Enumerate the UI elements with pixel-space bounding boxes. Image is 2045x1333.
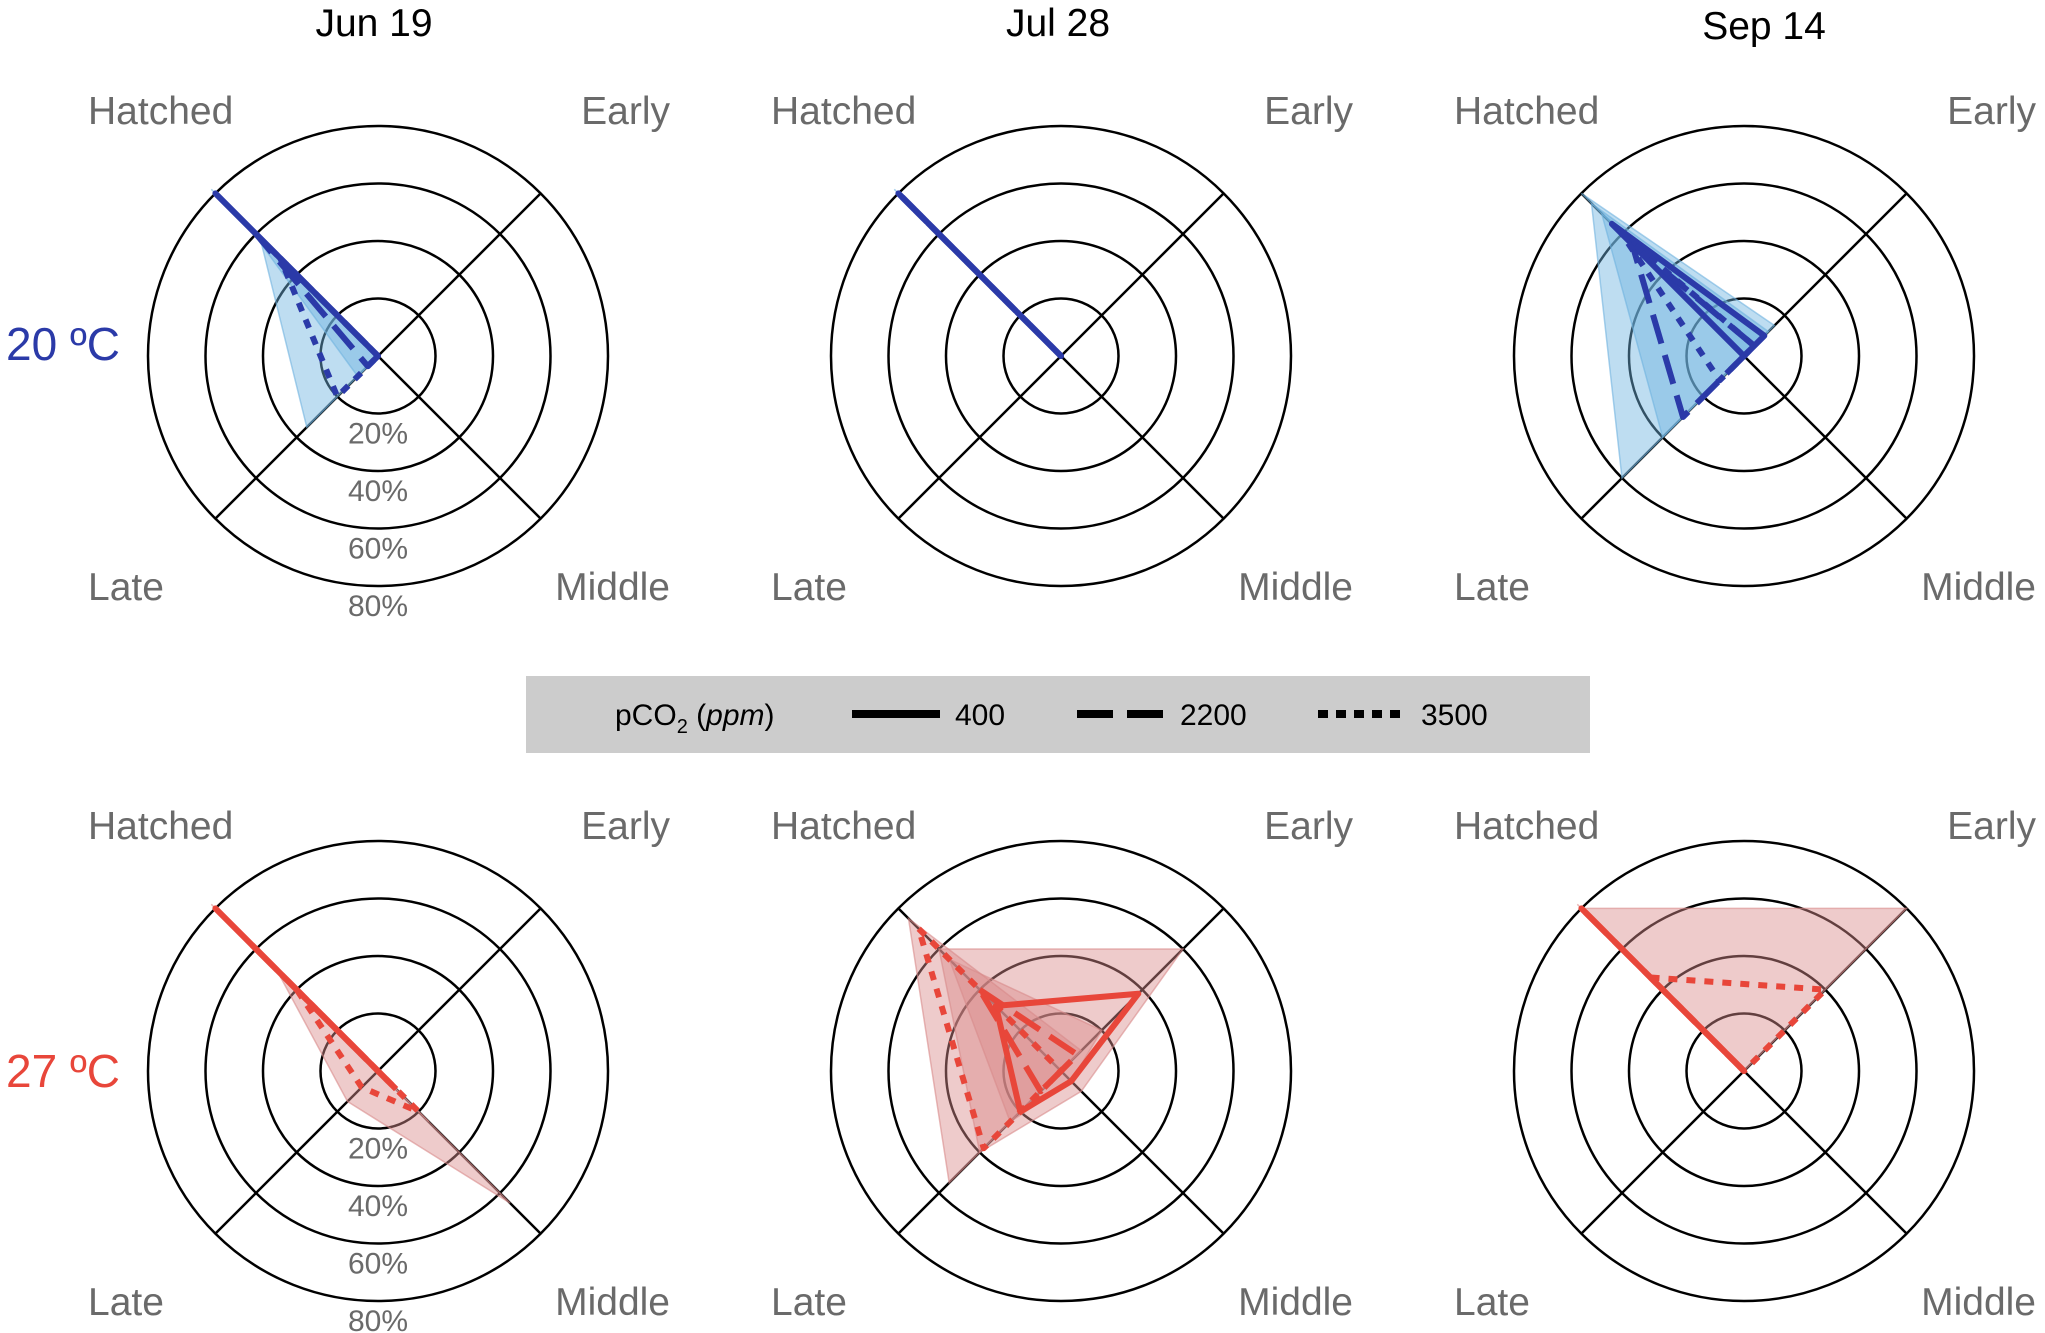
axis-label-hatched: Hatched: [1454, 805, 1599, 848]
ring-60: [204, 182, 552, 530]
ring-label-20: 20%: [348, 1133, 408, 1166]
axis-label-early: Early: [1947, 90, 2036, 133]
axis-label-late: Late: [1454, 1281, 1530, 1324]
series-400: [1608, 220, 1768, 359]
ring-40: [944, 954, 1178, 1188]
ring-60: [887, 897, 1235, 1245]
legend-box: [526, 676, 1590, 753]
axis-label-late: Late: [88, 566, 164, 609]
ring-20: [1002, 297, 1120, 415]
ring-20: [1685, 297, 1803, 415]
axis-label-early: Early: [1947, 805, 2036, 848]
series-3500: [915, 925, 1064, 1152]
row-label-27c: 27 ºC: [6, 1045, 120, 1097]
legend-title-paren-open: (: [688, 699, 706, 732]
ring-40: [944, 239, 1178, 473]
axis-label-late: Late: [771, 566, 847, 609]
axis-label-hatched: Hatched: [771, 90, 916, 133]
ring-label-bg: [338, 1245, 418, 1280]
axis-label-middle: Middle: [555, 1281, 670, 1324]
band-3500: [258, 235, 380, 429]
axis-label-hatched: Hatched: [771, 805, 916, 848]
axis-label-late: Late: [771, 1281, 847, 1324]
ring-20: [1685, 1012, 1803, 1130]
ring-label-40: 40%: [348, 475, 408, 508]
axis-label-middle: Middle: [1238, 566, 1353, 609]
axis-label-hatched: Hatched: [88, 805, 233, 848]
ring-label-bg: [338, 1303, 418, 1333]
series-3500: [293, 986, 422, 1115]
legend-label-400: 400: [955, 699, 1005, 732]
ring-label-60: 60%: [348, 533, 408, 566]
ring-80: [829, 124, 1293, 588]
axis-label-middle: Middle: [555, 566, 670, 609]
column-title-sep14: Sep 14: [1702, 5, 1826, 48]
ring-label-bg: [338, 1130, 418, 1165]
ring-60: [204, 897, 552, 1245]
legend-title-prefix: pCO: [615, 699, 677, 732]
legend-label-3500: 3500: [1421, 699, 1488, 732]
axis-label-hatched: Hatched: [88, 90, 233, 133]
ring-label-80: 80%: [348, 1305, 408, 1333]
ring-label-80: 80%: [348, 590, 408, 623]
radar-panel-3: Hatched Early Middle Late 20% 40% 60% 80%: [88, 805, 670, 1333]
ring-80: [1512, 124, 1976, 588]
ring-20: [1002, 1012, 1120, 1130]
axis-label-middle: Middle: [1921, 566, 2036, 609]
radar-panel-1: Hatched Early Middle Late: [771, 90, 1353, 609]
ring-60: [1570, 182, 1918, 530]
radar-panels: Hatched EarlyMiddleLate20%40%60%80%Hatche…: [88, 90, 2036, 1333]
column-title-jul28: Jul 28: [1006, 2, 1110, 45]
ring-label-bg: [338, 1188, 418, 1222]
ring-80: [1512, 839, 1976, 1303]
axis-label-middle: Middle: [1921, 1281, 2036, 1324]
series-3500: [899, 194, 1064, 359]
band-3500: [1579, 907, 1909, 1073]
ring-label-bg: [338, 588, 418, 622]
series-3500: [277, 255, 381, 400]
legend-title-subscript: 2: [677, 716, 688, 738]
column-title-jun19: Jun 19: [315, 2, 432, 45]
axis-label-hatched: Hatched: [1454, 90, 1599, 133]
ring-80: [829, 839, 1293, 1303]
ring-60: [1570, 897, 1918, 1245]
ring-40: [261, 954, 495, 1188]
band-3500: [1590, 201, 1770, 480]
row-label-20c: 20 ºC: [6, 318, 120, 370]
ring-label-bg: [338, 415, 418, 450]
ring-80: [146, 839, 610, 1303]
radar-panel-5: Hatched Early Middle Late: [1454, 805, 2036, 1324]
ring-label-40: 40%: [348, 1190, 408, 1223]
axis-label-early: Early: [1264, 805, 1353, 848]
legend-title-unit: ppm: [705, 699, 764, 732]
axis-label-late: Late: [1454, 566, 1530, 609]
axis-label-early: Early: [1264, 90, 1353, 133]
radar-panel-0: Hatched Early Middle Late 20% 40% 60% 80%: [88, 90, 670, 623]
ring-40: [1627, 239, 1861, 473]
axis-label-early: Early: [581, 805, 670, 848]
series-3500: [1619, 231, 1758, 384]
ring-80: [146, 124, 610, 588]
ring-60: [887, 182, 1235, 530]
ring-40: [1627, 954, 1861, 1188]
series-400: [992, 990, 1142, 1115]
ring-20: [319, 1012, 437, 1130]
legend-title: pCO2 (ppm): [615, 699, 775, 738]
axis-label-late: Late: [88, 1281, 164, 1324]
ring-label-20: 20%: [348, 418, 408, 451]
legend-title-paren-close: ): [765, 699, 775, 732]
radar-panel-2: Hatched Early Middle Late: [1454, 90, 2036, 609]
axis-label-early: Early: [581, 90, 670, 133]
ring-label-bg: [338, 473, 418, 507]
axis-label-middle: Middle: [1238, 1281, 1353, 1324]
legend: pCO2 (ppm) 400 2200 3500: [526, 676, 1590, 753]
ring-label-bg: [338, 530, 418, 565]
radar-panel-4: Hatched Early Middle Late: [771, 805, 1353, 1324]
ring-40: [261, 239, 495, 473]
legend-label-2200: 2200: [1180, 699, 1247, 732]
ring-label-60: 60%: [348, 1248, 408, 1281]
